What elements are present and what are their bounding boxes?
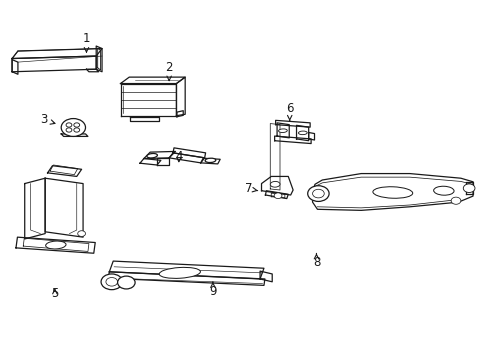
Polygon shape [120, 84, 176, 116]
Polygon shape [120, 77, 185, 84]
Polygon shape [16, 237, 95, 253]
Polygon shape [109, 261, 264, 279]
Circle shape [74, 128, 80, 132]
Circle shape [101, 274, 122, 290]
Circle shape [78, 231, 85, 237]
Text: 6: 6 [285, 102, 293, 121]
Ellipse shape [372, 187, 412, 198]
Text: 1: 1 [82, 32, 90, 52]
Text: 4: 4 [175, 150, 182, 163]
Polygon shape [173, 148, 205, 158]
Polygon shape [176, 77, 185, 116]
Polygon shape [130, 117, 159, 121]
Text: 9: 9 [209, 282, 216, 298]
Text: 2: 2 [165, 61, 173, 81]
Polygon shape [177, 111, 183, 117]
Circle shape [312, 189, 324, 198]
Ellipse shape [159, 267, 200, 278]
Polygon shape [265, 191, 287, 199]
Circle shape [117, 276, 135, 289]
Polygon shape [12, 56, 96, 72]
Ellipse shape [298, 131, 306, 135]
Ellipse shape [278, 129, 286, 132]
Text: 3: 3 [41, 113, 55, 126]
Polygon shape [12, 60, 18, 74]
Polygon shape [143, 152, 175, 158]
Polygon shape [465, 182, 472, 194]
Text: 5: 5 [51, 287, 59, 300]
Polygon shape [140, 158, 161, 165]
Text: 8: 8 [312, 253, 320, 269]
Polygon shape [275, 120, 309, 127]
Polygon shape [261, 176, 292, 195]
Polygon shape [96, 46, 102, 72]
Circle shape [274, 193, 282, 199]
Polygon shape [45, 178, 83, 237]
Text: 7: 7 [244, 183, 257, 195]
Polygon shape [108, 272, 264, 285]
Polygon shape [86, 69, 99, 72]
Polygon shape [312, 174, 472, 210]
Polygon shape [25, 178, 45, 239]
Polygon shape [61, 134, 88, 136]
Polygon shape [260, 271, 272, 282]
Ellipse shape [45, 241, 66, 249]
Polygon shape [308, 132, 314, 140]
Ellipse shape [204, 158, 215, 162]
Polygon shape [296, 125, 308, 141]
Circle shape [450, 197, 460, 204]
Polygon shape [47, 166, 81, 176]
Polygon shape [274, 136, 310, 144]
Circle shape [106, 278, 117, 286]
Circle shape [307, 186, 328, 202]
Polygon shape [201, 158, 220, 164]
Polygon shape [12, 49, 102, 59]
Ellipse shape [433, 186, 453, 195]
Circle shape [462, 184, 474, 193]
Circle shape [61, 118, 85, 136]
Circle shape [66, 128, 72, 132]
Circle shape [74, 123, 80, 127]
Ellipse shape [270, 181, 280, 187]
Polygon shape [157, 158, 169, 165]
Circle shape [66, 123, 72, 127]
Polygon shape [169, 153, 204, 163]
Polygon shape [277, 123, 288, 138]
Ellipse shape [146, 153, 157, 158]
